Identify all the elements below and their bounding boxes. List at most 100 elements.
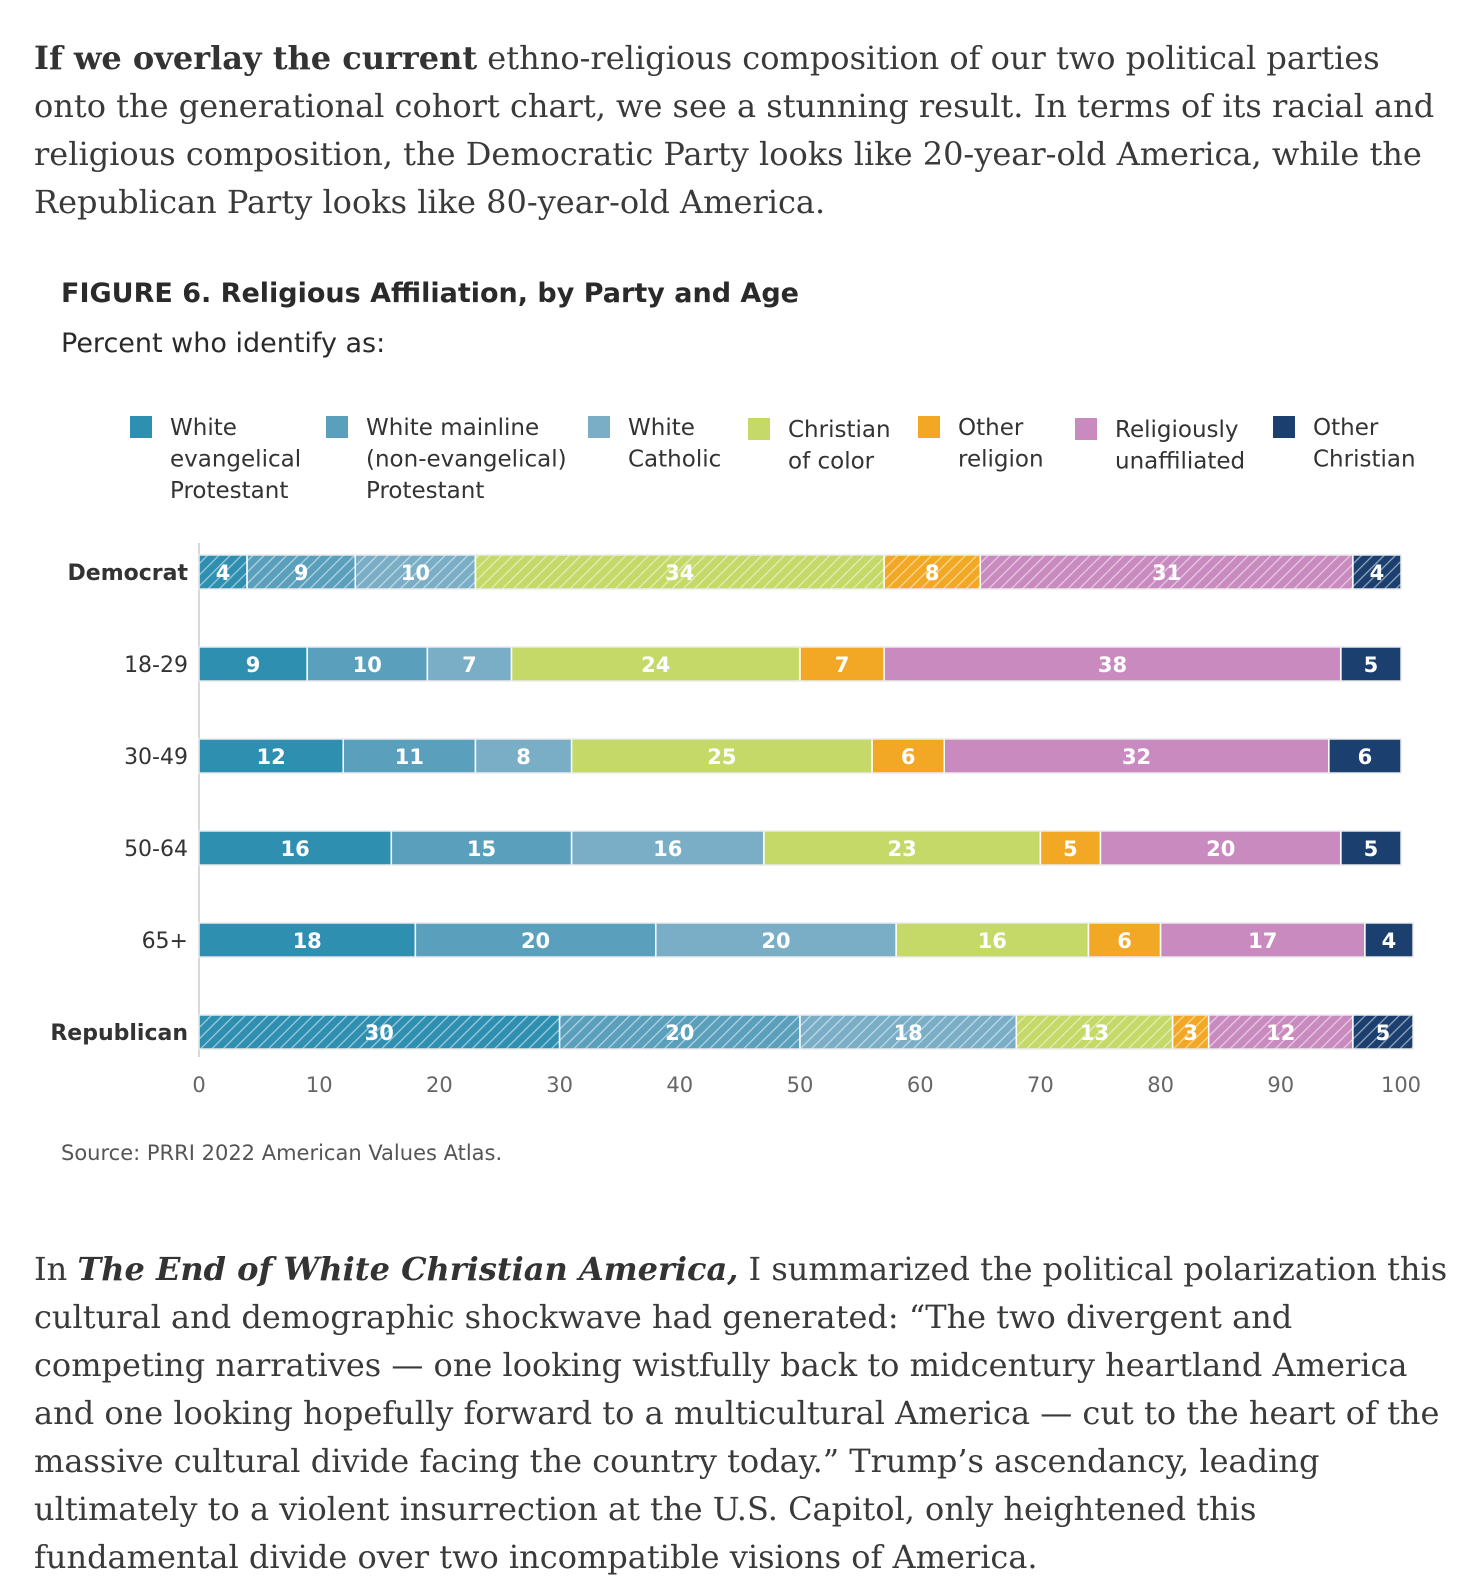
intro-bold-lead: If we overlay the current	[34, 39, 478, 77]
legend-item-white-mainline-non-evangelical-protestant: White mainline (non-evangelical) Protestan…	[326, 415, 567, 504]
x-tick-label: 10	[306, 1073, 333, 1097]
legend-label: Catholic	[628, 447, 721, 473]
x-tick-label: 90	[1267, 1073, 1294, 1097]
bar-value-label: 16	[978, 929, 1007, 953]
bar-value-label: 10	[401, 561, 430, 585]
legend-label: Christian	[1313, 447, 1416, 473]
bar-value-label: 13	[1080, 1021, 1109, 1045]
bar-row-50-64: 50-64 16 15 16 23 5 20 5	[124, 830, 1402, 866]
bar-value-label: 6	[1117, 929, 1132, 953]
intro-paragraph: If we overlay the current ethno-religiou…	[34, 34, 1454, 226]
legend-swatch	[1273, 416, 1295, 438]
bar-segment-white-evangelical-protestant	[198, 922, 417, 958]
bar-segment-christian-of-color	[1015, 1014, 1174, 1050]
bar-segment-white-mainline-non-evangelical-protestant	[306, 646, 429, 682]
bar-value-label: 16	[653, 837, 682, 861]
bar-value-label: 4	[1382, 929, 1397, 953]
legend-swatch	[588, 416, 610, 438]
bar-segment-other-christian	[1340, 646, 1402, 682]
bar-segment-other-religion	[1171, 1014, 1210, 1050]
bar-value-label: 17	[1248, 929, 1277, 953]
bar-segment-other-christian	[1352, 554, 1402, 590]
bar-value-label: 15	[467, 837, 496, 861]
legend-label: White	[628, 415, 695, 441]
bar-value-label: 3	[1183, 1021, 1198, 1045]
bar-segment-white-mainline-non-evangelical-protestant	[414, 922, 657, 958]
legend-label: Protestant	[366, 478, 484, 504]
bar-segment-religiously-unaffiliated	[979, 554, 1354, 590]
bar-value-label: 20	[761, 929, 790, 953]
bar-segment-white-catholic	[655, 922, 897, 958]
outro-paragraph: In The End of White Christian America, I…	[34, 1245, 1454, 1581]
x-tick-label: 80	[1147, 1073, 1174, 1097]
bar-segment-other-religion	[871, 738, 945, 774]
bar-value-label: 8	[925, 561, 940, 585]
bar-segment-white-catholic	[426, 646, 513, 682]
legend-label: Protestant	[170, 478, 288, 504]
bar-row-65: 65+ 18 20 20 16 6 17 4	[142, 922, 1414, 958]
x-tick-label: 70	[1027, 1073, 1054, 1097]
bar-value-label: 6	[901, 745, 916, 769]
bar-value-label: 4	[216, 561, 231, 585]
chart-axis: 0 10 20 30 40 50 60 70 80 90 100	[192, 543, 1421, 1097]
bar-value-label: 4	[1370, 561, 1385, 585]
legend-item-white-evangelical-protestant: White evangelical Protestant	[130, 415, 301, 504]
x-tick-label: 40	[666, 1073, 693, 1097]
x-tick-label: 50	[787, 1073, 814, 1097]
bar-value-label: 8	[516, 745, 531, 769]
legend-item-religiously-unaffiliated: Religiously unaffiliated	[1075, 417, 1245, 475]
legend-label: (non-evangelical)	[366, 447, 567, 473]
bar-row-30-49: 30-49 12 11 8 25 6 32 6	[124, 738, 1402, 774]
bar-segment-white-evangelical-protestant	[198, 830, 393, 866]
legend-label: Christian	[788, 417, 891, 443]
bar-segment-other-religion	[883, 554, 982, 590]
legend-label: Religiously	[1115, 417, 1239, 443]
bar-value-label: 6	[1358, 745, 1373, 769]
bar-segment-other-christian	[1328, 738, 1402, 774]
chart-bars: Democrat 4 9 10 34 8 31 418-29 9 10 7 24 7 38 530-49 12…	[50, 554, 1414, 1050]
bar-value-label: 24	[641, 653, 670, 677]
legend-item-white-catholic: White Catholic	[588, 415, 721, 473]
bar-segment-other-religion	[1039, 830, 1102, 866]
bar-row-republican: Republican 30 20 18 13 3 12 5	[50, 1014, 1414, 1050]
bar-row-18-29: 18-29 9 10 7 24 7 38 5	[124, 646, 1402, 682]
bar-outline	[198, 830, 1402, 866]
bar-value-label: 34	[665, 561, 694, 585]
bar-value-label: 5	[1063, 837, 1078, 861]
bar-value-label: 12	[257, 745, 286, 769]
legend-label: Other	[958, 415, 1024, 441]
legend-item-christian-of-color: Christian of color	[748, 417, 891, 475]
legend-swatch	[748, 418, 770, 440]
bar-segment-christian-of-color	[570, 738, 873, 774]
outro-lead: In	[34, 1250, 78, 1288]
bar-segment-religiously-unaffiliated	[883, 646, 1342, 682]
bar-value-label: 7	[835, 653, 850, 677]
legend-label: religion	[958, 447, 1044, 473]
bar-row-democrat: Democrat 4 9 10 34 8 31 4	[68, 554, 1402, 590]
bar-value-label: 23	[888, 837, 917, 861]
bar-value-label: 12	[1266, 1021, 1295, 1045]
legend-swatch	[1075, 418, 1097, 440]
bar-segment-white-catholic	[799, 1014, 1018, 1050]
bar-segment-religiously-unaffiliated	[943, 738, 1330, 774]
bar-outline	[198, 646, 1402, 682]
book-title: The End of White Christian America,	[77, 1250, 739, 1288]
bar-segment-other-christian	[1340, 830, 1402, 866]
bar-segment-religiously-unaffiliated	[1099, 830, 1342, 866]
bar-outline	[198, 554, 1402, 590]
bar-segment-christian-of-color	[763, 830, 1042, 866]
bar-value-label: 32	[1122, 745, 1151, 769]
bar-value-label: 30	[365, 1021, 394, 1045]
bar-segment-other-christian	[1364, 922, 1414, 958]
outro-text: I summarized the political polarization …	[34, 1250, 1448, 1576]
row-label: 50-64	[124, 837, 188, 862]
bar-segment-white-evangelical-protestant	[198, 646, 308, 682]
legend-item-other-religion: Other religion	[918, 415, 1044, 473]
bar-segment-white-mainline-non-evangelical-protestant	[390, 830, 573, 866]
bar-segment-other-christian	[1352, 1014, 1414, 1050]
x-tick-label: 100	[1381, 1073, 1421, 1097]
legend-label: evangelical	[170, 447, 301, 473]
bar-segment-other-religion	[799, 646, 885, 682]
